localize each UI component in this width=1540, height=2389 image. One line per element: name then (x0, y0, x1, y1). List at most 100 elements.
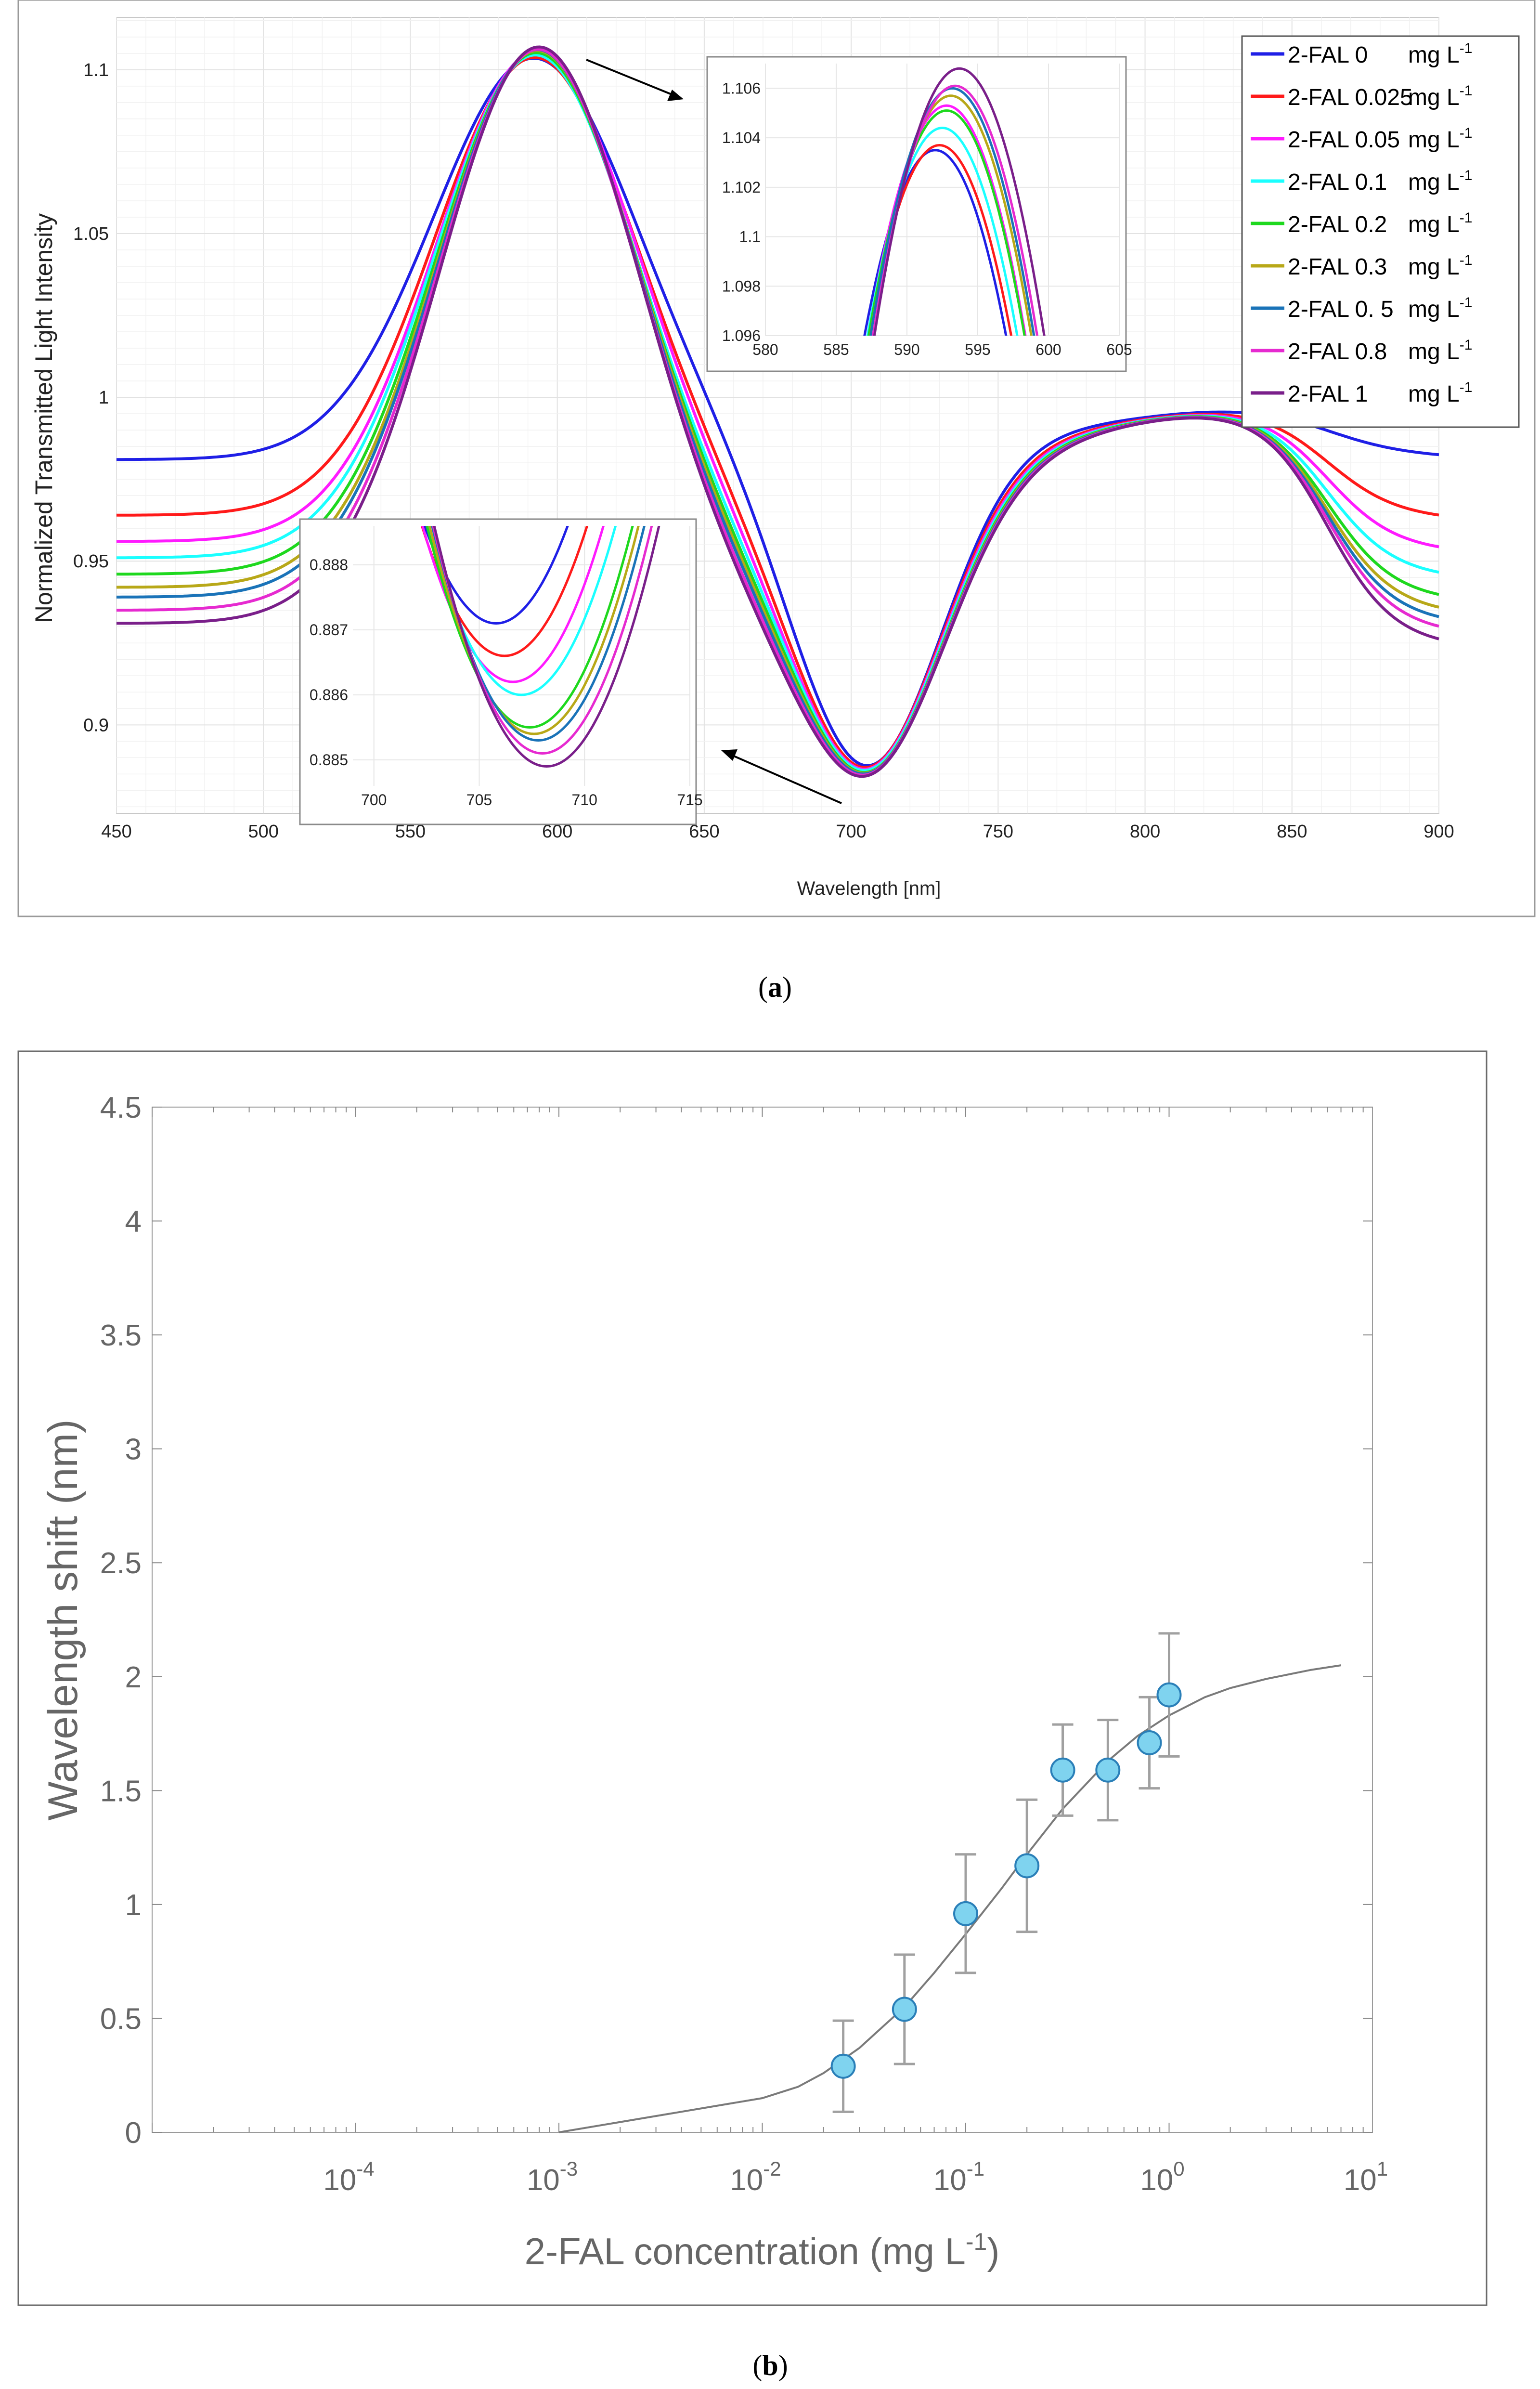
y-tick-label: 3 (125, 1433, 142, 1466)
x-tick-exponent: -3 (560, 2157, 578, 2180)
inset-series-line (426, 526, 634, 729)
legend-series-name: 2-FAL 0. 5 (1288, 297, 1394, 322)
inset-series-line (871, 84, 1039, 336)
legend-unit: mg L (1408, 339, 1460, 365)
legend-unit-superscript: -1 (1460, 210, 1473, 226)
x-tick-label: 500 (248, 822, 279, 842)
x-tick-label: 800 (1130, 822, 1160, 842)
panel-b-x-label-sup: -1 (966, 2228, 987, 2255)
inset-series-line (423, 526, 569, 625)
y-tick-label: 1.05 (73, 224, 109, 244)
legend-label: 2-FAL 1 mg L-1 (1288, 379, 1472, 407)
legend-label: 2-FAL 0.1 mg L-1 (1288, 168, 1472, 195)
panel-b-ticks: 00.511.522.533.544.510-4 10-3 10-2 10-1 100 1… (100, 1091, 1388, 2197)
legend-unit-superscript: -1 (1460, 379, 1473, 395)
inset-x-tick-label: 580 (752, 341, 778, 358)
x-tick-label: 450 (101, 822, 131, 842)
dip-inset-ticks: 700 705 710 715 0.885 0.886 0.887 0.888 (310, 556, 703, 809)
inset-y-tick-label: 0.885 (310, 751, 348, 769)
y-tick-label: 3.5 (100, 1319, 142, 1352)
inset-series-line (421, 526, 605, 683)
inset-y-tick-label: 0.888 (310, 556, 348, 574)
data-point (892, 1997, 917, 2022)
peak-inset-grid (765, 64, 1120, 336)
x-tick-base: 10 (730, 2164, 763, 2197)
y-tick-label: 4 (125, 1205, 142, 1239)
x-tick-label: 850 (1277, 822, 1307, 842)
legend-unit: mg L (1408, 42, 1460, 68)
caption-b: (b) (752, 2350, 788, 2381)
inset-x-tick-label: 600 (1035, 341, 1061, 358)
legend-label: 2-FAL 0.05 mg L-1 (1288, 125, 1472, 153)
inset-y-tick-label: 1.096 (722, 327, 761, 344)
caption-a: (a) (758, 971, 792, 1003)
y-tick-label: 0.5 (100, 2002, 142, 2036)
data-point (1014, 1853, 1040, 1879)
caption-a-letter: a (768, 971, 782, 1003)
y-tick-label: 1 (125, 1889, 142, 1922)
inset-series-line (432, 526, 653, 755)
legend-label: 2-FAL 0. 5 mg L-1 (1288, 295, 1472, 322)
arrow-to-dip-inset (731, 754, 842, 804)
inset-x-tick-label: 705 (466, 791, 492, 809)
y-tick-label: 2.5 (100, 1547, 142, 1580)
y-tick-label: 2 (125, 1661, 142, 1694)
data-point (953, 1901, 978, 1926)
panel-b: 00.511.522.533.544.510-4 10-3 10-2 10-1 100 1… (17, 1050, 1488, 2306)
data-point (1095, 1757, 1121, 1783)
x-tick-base: 10 (527, 2164, 560, 2197)
legend-series-name: 2-FAL 0.05 (1288, 127, 1400, 153)
panel-b-plot-area (152, 1107, 1373, 2133)
inset-y-tick-label: 1.102 (722, 179, 761, 196)
inset-y-tick-label: 1.098 (722, 277, 761, 295)
zoom-arrows (586, 59, 842, 804)
inset-x-tick-label: 590 (894, 341, 919, 358)
inset-series-line (866, 126, 1019, 336)
y-tick-label: 4.5 (100, 1091, 142, 1124)
x-tick-label: 750 (983, 822, 1013, 842)
panel-a-y-axis-label: Normalized Transmitted Light Intensity (30, 213, 57, 623)
arrow-to-peak-inset (586, 59, 674, 96)
x-tick-label: 700 (836, 822, 866, 842)
peak-inset-ticks: 580 585 590 595 600 605 1.096 1.098 1.1 1.102 1.10… (722, 79, 1132, 358)
legend-unit: mg L (1408, 85, 1460, 110)
legend-label: 2-FAL 0.025mg L-1 (1288, 83, 1472, 110)
legend-label: 2-FAL 0.8 mg L-1 (1288, 337, 1472, 365)
inset-series-line (867, 104, 1027, 336)
inset-series-line (873, 67, 1046, 336)
y-tick-label: 0.9 (83, 715, 109, 735)
panel-b-x-label-suffix: ) (987, 2230, 999, 2272)
legend-unit-superscript: -1 (1460, 252, 1473, 268)
legend: 2-FAL 0 mg L-12-FAL 0.025mg L-12-FAL 0.05… (1241, 35, 1520, 428)
inset-series-line (867, 109, 1026, 336)
panel-b-x-label-main: 2-FAL concentration (mg L (525, 2230, 966, 2272)
panel-a: 450 500 550 600 650 700 750 800 850 9000.90.9511.… (17, 0, 1536, 917)
dip-inset-frame (299, 518, 697, 825)
inset-x-tick-label: 595 (965, 341, 990, 358)
inset-x-tick-label: 585 (823, 341, 849, 358)
data-point (1137, 1730, 1162, 1755)
x-tick-exponent: 1 (1377, 2157, 1388, 2180)
caption-b-letter: b (762, 2350, 778, 2381)
inset-series-line (869, 94, 1033, 336)
inset-series-line (433, 526, 660, 768)
x-tick-base: 10 (1140, 2164, 1173, 2197)
data-point (1050, 1757, 1075, 1783)
legend-series-name: 2-FAL 0.1 (1288, 170, 1387, 195)
x-tick-exponent: -1 (967, 2157, 984, 2180)
inset-series-line (867, 144, 1013, 336)
x-tick-base: 10 (323, 2164, 356, 2197)
legend-unit-superscript: -1 (1460, 337, 1473, 353)
x-tick-exponent: 0 (1173, 2157, 1184, 2180)
x-tick-exponent: -2 (763, 2157, 781, 2180)
legend-label: 2-FAL 0.3 mg L-1 (1288, 252, 1472, 280)
inset-series-line (863, 149, 1008, 336)
legend-unit-superscript: -1 (1460, 295, 1473, 311)
legend-unit-superscript: -1 (1460, 168, 1473, 183)
y-tick-label: 1 (99, 388, 109, 408)
data-point (830, 2053, 856, 2079)
dip-inset-lines (420, 526, 660, 768)
arrow-head-dip (721, 749, 738, 761)
inset-x-tick-label: 710 (572, 791, 597, 809)
